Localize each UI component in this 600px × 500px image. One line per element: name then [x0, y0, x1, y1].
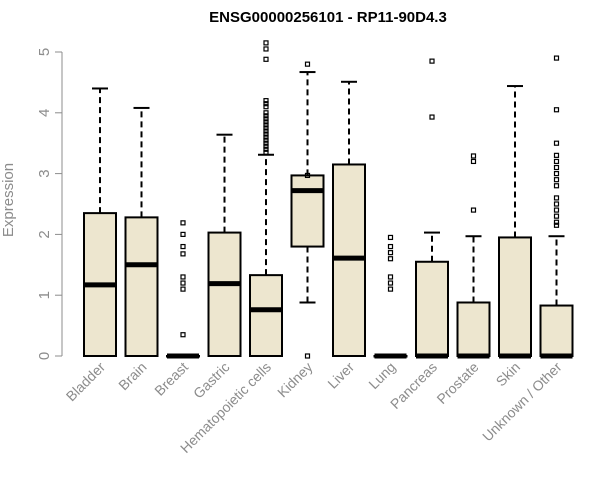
outlier-unknown-other-11	[553, 207, 560, 213]
box-group-hematopoietic-cells	[249, 40, 283, 357]
outlier-breast-6	[180, 286, 186, 292]
outlier-unknown-other-12	[553, 213, 560, 219]
x-tick-label-lung: Lung	[365, 359, 398, 392]
outlier-hematopoietic-cells-0	[263, 40, 269, 46]
outlier-hematopoietic-cells-5	[263, 104, 269, 110]
outlier-hematopoietic-cells-14	[263, 134, 269, 140]
box-group-pancreas	[415, 58, 449, 359]
outlier-hematopoietic-cells-10	[263, 122, 269, 128]
outlier-lung-3	[387, 256, 394, 262]
outlier-kidney-0	[304, 61, 311, 67]
outlier-unknown-other-3	[553, 152, 560, 158]
outlier-breast-4	[180, 274, 186, 280]
outlier-lung-0	[387, 234, 394, 241]
y-tick-label-2: 2	[36, 230, 53, 238]
outlier-hematopoietic-cells-15	[263, 137, 269, 143]
outlier-pancreas-1	[429, 114, 435, 120]
outlier-hematopoietic-cells-18	[263, 146, 269, 152]
outlier-lung-1	[387, 243, 394, 250]
box-group-gastric	[207, 133, 242, 358]
outlier-unknown-other-6	[553, 171, 560, 177]
box-group-breast	[166, 220, 200, 359]
outlier-breast-3	[180, 251, 186, 257]
outlier-hematopoietic-cells-2	[263, 56, 269, 62]
outlier-unknown-other-10	[553, 201, 560, 207]
box-group-brain	[124, 106, 159, 357]
outlier-hematopoietic-cells-17	[263, 143, 269, 149]
outlier-breast-0	[180, 220, 186, 226]
outlier-hematopoietic-cells-7	[263, 113, 269, 119]
outlier-hematopoietic-cells-16	[263, 140, 269, 146]
outlier-hematopoietic-cells-1	[263, 46, 269, 52]
box-gastric	[207, 231, 242, 358]
outlier-hematopoietic-cells-13	[263, 131, 269, 137]
outlier-unknown-other-9	[553, 195, 560, 201]
x-tick-label-unknown-other: Unknown / Other	[479, 359, 565, 445]
box-prostate	[456, 301, 491, 358]
y-tick-label-0: 0	[36, 352, 53, 360]
outlier-kidney-2	[304, 353, 311, 359]
outlier-unknown-other-4	[553, 158, 560, 165]
outlier-hematopoietic-cells-4	[263, 101, 269, 107]
outlier-unknown-other-8	[553, 183, 560, 189]
x-tick-label-liver: Liver	[324, 359, 357, 392]
outlier-lung-2	[387, 250, 394, 256]
outlier-lung-4	[387, 274, 394, 280]
y-tick-label-4: 4	[36, 109, 53, 117]
y-axis-label: Expression	[0, 163, 17, 237]
outlier-unknown-other-0	[553, 55, 560, 61]
box-hematopoietic-cells	[249, 274, 283, 357]
y-tick-label-3: 3	[36, 169, 53, 177]
box-group-unknown-other	[539, 55, 574, 359]
outlier-lung-6	[387, 286, 394, 292]
outlier-unknown-other-2	[553, 140, 560, 146]
outlier-lung-5	[387, 280, 394, 286]
outlier-hematopoietic-cells-11	[263, 125, 269, 131]
x-tick-label-prostate: Prostate	[433, 359, 481, 407]
box-group-prostate	[456, 153, 491, 359]
y-tick-label-1: 1	[36, 291, 53, 299]
outlier-unknown-other-5	[553, 164, 560, 171]
box-group-liver	[332, 80, 366, 357]
outlier-hematopoietic-cells-8	[263, 116, 269, 122]
box-brain	[124, 216, 159, 357]
outlier-hematopoietic-cells-12	[263, 128, 269, 134]
outlier-hematopoietic-cells-6	[263, 110, 269, 116]
outlier-unknown-other-7	[553, 177, 560, 183]
x-tick-label-breast: Breast	[151, 359, 191, 399]
x-tick-label-brain: Brain	[115, 359, 149, 393]
outlier-breast-5	[180, 280, 186, 286]
box-group-skin	[498, 85, 532, 359]
y-axis: 0 1 2 3 4 5	[36, 48, 63, 360]
box-group-bladder	[83, 87, 117, 357]
x-tick-label-skin: Skin	[493, 359, 524, 390]
outlier-breast-7	[180, 332, 186, 338]
boxes-group	[83, 40, 574, 359]
outlier-prostate-0	[470, 153, 477, 159]
outlier-prostate-2	[470, 207, 477, 213]
chart-title: ENSG00000256101 - RP11-90D4.3	[209, 9, 447, 26]
x-tick-label-kidney: Kidney	[274, 359, 316, 401]
box-pancreas	[415, 260, 449, 358]
box-group-lung	[373, 234, 408, 359]
outlier-hematopoietic-cells-3	[263, 98, 269, 104]
outlier-kidney-1	[304, 172, 311, 179]
outlier-unknown-other-14	[553, 222, 560, 228]
box-kidney	[290, 174, 325, 248]
box-skin	[498, 236, 532, 357]
outlier-pancreas-0	[429, 58, 435, 64]
box-unknown-other	[539, 304, 574, 358]
outlier-unknown-other-13	[553, 219, 560, 225]
outlier-unknown-other-1	[553, 107, 560, 113]
box-group-kidney	[290, 61, 325, 359]
outlier-hematopoietic-cells-19	[263, 149, 269, 155]
outlier-prostate-1	[470, 158, 477, 165]
outlier-breast-1	[180, 231, 186, 237]
x-tick-label-bladder: Bladder	[63, 359, 109, 405]
y-tick-label-5: 5	[36, 48, 53, 56]
outlier-breast-2	[180, 243, 186, 250]
outlier-hematopoietic-cells-9	[263, 119, 269, 125]
